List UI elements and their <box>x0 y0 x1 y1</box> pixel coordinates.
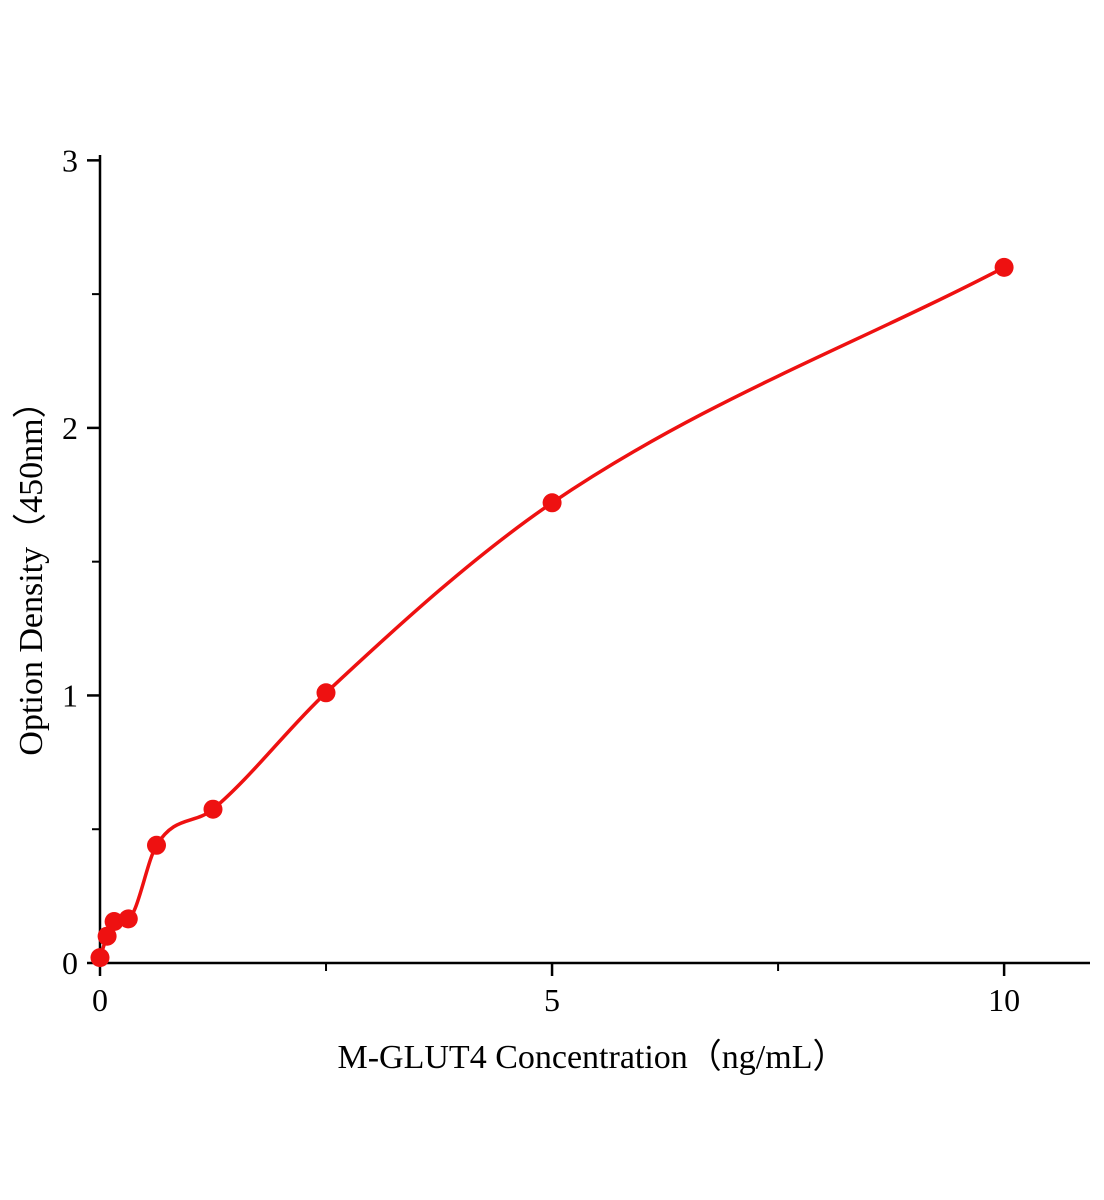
data-point <box>994 257 1014 277</box>
data-point <box>97 926 117 946</box>
y-tick-label: 2 <box>62 410 78 446</box>
y-tick-label: 3 <box>62 142 78 178</box>
y-tick-label: 1 <box>62 677 78 713</box>
data-point <box>118 909 138 929</box>
y-tick-label: 0 <box>62 945 78 981</box>
data-point <box>147 835 166 855</box>
data-point <box>104 912 124 931</box>
data-point <box>90 948 110 968</box>
x-tick-label: 10 <box>988 982 1020 1018</box>
data-point <box>203 799 223 819</box>
x-tick-label: 5 <box>544 982 560 1018</box>
data-point <box>542 493 562 513</box>
x-axis-label: M-GLUT4 Concentration（ng/mL） <box>337 1039 847 1076</box>
y-axis-label: Option Density（450nm） <box>13 384 50 756</box>
data-point <box>316 683 336 703</box>
x-tick-label: 0 <box>92 982 108 1018</box>
fit-curve <box>98 265 1006 960</box>
